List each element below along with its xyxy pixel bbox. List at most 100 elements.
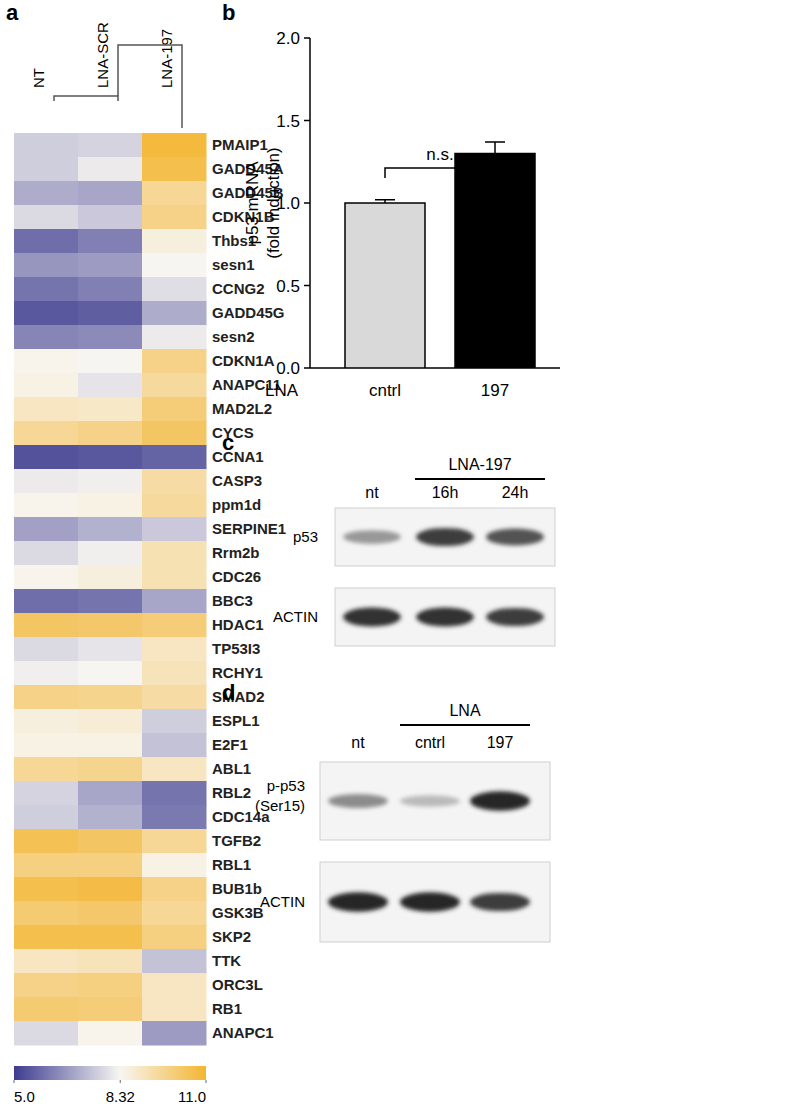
x-tick-label: 197 xyxy=(481,381,509,400)
heatmap-cell xyxy=(78,397,143,422)
heatmap-cell xyxy=(142,949,207,974)
heatmap-cell xyxy=(78,133,143,158)
heatmap-cell xyxy=(142,757,207,782)
heatmap-cell xyxy=(142,781,207,806)
heatmap-cell xyxy=(14,157,79,182)
row-label: CDKN1A xyxy=(212,352,275,369)
heatmap-cell xyxy=(14,781,79,806)
band-label: (Ser15) xyxy=(255,797,305,814)
heatmap-cell xyxy=(142,229,207,254)
colorbar-label: 5.0 xyxy=(14,1088,35,1105)
row-label: Rrm2b xyxy=(212,544,260,561)
heatmap-cell xyxy=(14,373,79,398)
heatmap-cell xyxy=(142,661,207,686)
heatmap-cell xyxy=(142,469,207,494)
heatmap-cell xyxy=(14,469,79,494)
heatmap-cell xyxy=(142,493,207,518)
heatmap-cell xyxy=(142,637,207,662)
heatmap-cell xyxy=(78,613,143,638)
heatmap-cell xyxy=(14,253,79,278)
heatmap-cell xyxy=(78,517,143,542)
heatmap-cell xyxy=(142,157,207,182)
row-label: TGFB2 xyxy=(212,832,261,849)
heatmap-cell xyxy=(142,421,207,446)
y-axis-label: (fold induction) xyxy=(264,147,283,259)
panel-letter: d xyxy=(222,680,235,705)
row-label: ESPL1 xyxy=(212,712,260,729)
blot-membrane xyxy=(320,762,550,840)
heatmap-cell xyxy=(78,853,143,878)
heatmap-cell xyxy=(142,301,207,326)
heatmap-cell xyxy=(14,229,79,254)
row-label: GSK3B xyxy=(212,904,264,921)
dendrogram xyxy=(54,45,182,128)
heatmap-cell xyxy=(78,757,143,782)
blot-header: LNA-197 xyxy=(448,456,511,473)
heatmap-cell xyxy=(14,397,79,422)
colorbar xyxy=(14,1066,206,1080)
heatmap-cell xyxy=(142,517,207,542)
blot-membrane xyxy=(335,588,555,646)
dendrogram-branch xyxy=(54,96,118,101)
row-label: sesn2 xyxy=(212,328,255,345)
row-label: TP53I3 xyxy=(212,640,260,657)
heatmap-cell xyxy=(142,829,207,854)
heatmap-cell xyxy=(14,349,79,374)
heatmap-cell xyxy=(14,877,79,902)
y-tick-label: 0.5 xyxy=(276,277,300,296)
heatmap-cell xyxy=(78,709,143,734)
heatmap-cell xyxy=(142,733,207,758)
heatmap-cell xyxy=(142,613,207,638)
heatmap-cell xyxy=(78,373,143,398)
blot-membrane xyxy=(320,862,550,942)
row-label: CCNG2 xyxy=(212,280,265,297)
heatmap-cell xyxy=(142,853,207,878)
row-label: HDAC1 xyxy=(212,616,264,633)
row-label: MAD2L2 xyxy=(212,400,272,417)
heatmap-cell xyxy=(142,373,207,398)
lane-label: 24h xyxy=(502,484,529,501)
band xyxy=(400,892,460,911)
heatmap-cell xyxy=(78,829,143,854)
row-label: RCHY1 xyxy=(212,664,263,681)
lane-label: nt xyxy=(365,484,379,501)
heatmap-cell xyxy=(14,661,79,686)
heatmap-cell xyxy=(142,397,207,422)
x-axis-label: LNA xyxy=(265,381,299,400)
blot-membrane xyxy=(335,508,555,566)
lane-label: 197 xyxy=(487,734,514,751)
error-bar xyxy=(375,200,395,203)
heatmap-cell xyxy=(142,253,207,278)
heatmap-cell xyxy=(14,733,79,758)
bar xyxy=(455,154,535,369)
y-tick xyxy=(304,285,310,287)
heatmap-cell xyxy=(78,445,143,470)
heatmap-cell xyxy=(14,421,79,446)
heatmap-cell xyxy=(78,541,143,566)
panel-letter: c xyxy=(222,430,234,455)
heatmap-cell xyxy=(78,1021,143,1046)
bands xyxy=(328,791,530,810)
row-label: SMAD2 xyxy=(212,688,265,705)
heatmap-cell xyxy=(78,685,143,710)
heatmap-cell xyxy=(78,637,143,662)
row-label: RB1 xyxy=(212,1000,242,1017)
band xyxy=(400,795,460,807)
y-tick-label: 1.5 xyxy=(276,112,300,131)
heatmap-cell xyxy=(142,349,207,374)
heatmap-cell xyxy=(78,877,143,902)
heatmap-cell xyxy=(142,205,207,230)
lane-label: cntrl xyxy=(415,734,445,751)
band xyxy=(486,608,544,626)
heatmap-cell xyxy=(14,589,79,614)
heatmap-cell xyxy=(142,901,207,926)
row-label: CDC26 xyxy=(212,568,261,585)
band xyxy=(470,893,530,911)
heatmap-cell xyxy=(14,949,79,974)
heatmap-cell xyxy=(142,973,207,998)
row-label: ppm1d xyxy=(212,496,261,513)
heatmap-cell xyxy=(78,181,143,206)
heatmap-cell xyxy=(14,181,79,206)
column-label: LNA-SCR xyxy=(94,22,111,88)
significance-bracket xyxy=(385,168,495,178)
